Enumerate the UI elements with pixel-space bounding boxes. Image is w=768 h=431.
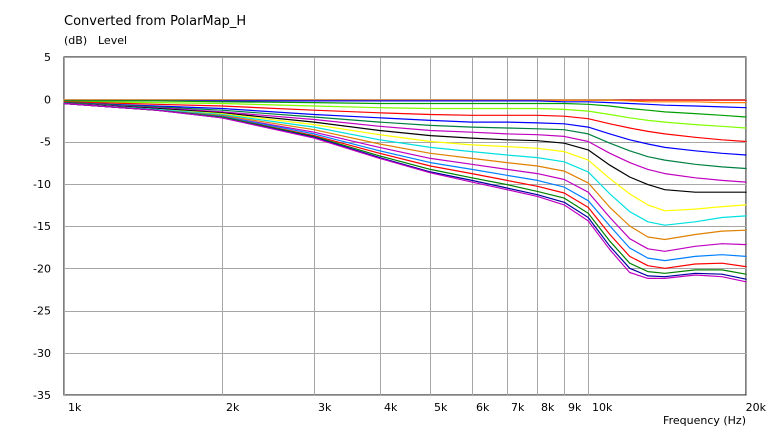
series-line-14 [63,102,747,252]
x-tick-label: 1k [68,401,82,414]
x-tick-label: 9k [568,401,582,414]
series-line-2 [63,99,747,104]
series-lines [63,99,747,283]
y-tick-label: -30 [33,347,51,360]
series-line-4 [63,100,747,118]
x-tick-label: 5k [434,401,448,414]
y-axis-ticks: 5 0 -5 -10 -15 -20 -25 -30 -35 [33,51,51,402]
series-line-5 [63,101,747,129]
x-tick-label: 10k [592,401,613,414]
x-tick-label: 2k [226,401,240,414]
y-axis-unit: (dB) [64,34,87,47]
x-tick-label: 3k [318,401,332,414]
series-line-11 [63,102,747,212]
y-tick-label: -25 [33,305,51,318]
x-tick-label: 6k [476,401,490,414]
series-line-16 [63,102,747,269]
series-line-9 [63,102,747,183]
series-line-10 [63,102,747,193]
series-line-15 [63,102,747,262]
y-tick-label: -15 [33,220,51,233]
series-line-8 [63,101,747,170]
chart-title: Converted from PolarMap_H [64,14,246,29]
series-line-13 [63,102,747,241]
grid [64,57,747,396]
x-axis-label: Frequency (Hz) [663,414,746,427]
y-tick-label: -5 [40,136,51,149]
series-line-19 [63,102,747,283]
y-axis-label: Level [98,34,127,47]
x-tick-label: 7k [511,401,525,414]
y-tick-label: 0 [44,93,51,106]
series-line-18 [63,102,747,280]
y-tick-label: 5 [44,51,51,64]
y-tick-label: -10 [33,178,51,191]
y-tick-label: -35 [33,389,51,402]
x-tick-label: 20k [746,401,767,414]
series-line-6 [63,101,747,143]
series-line-12 [63,102,747,226]
x-axis-ticks: 1k 2k 3k 4k 5k 6k 7k 8k 9k 10k 20k [68,401,767,414]
x-tick-label: 4k [384,401,398,414]
x-tick-label: 8k [541,401,555,414]
series-line-17 [63,102,747,275]
series-line-7 [63,101,747,156]
y-tick-label: -20 [33,262,51,275]
series-line-3 [63,100,747,109]
